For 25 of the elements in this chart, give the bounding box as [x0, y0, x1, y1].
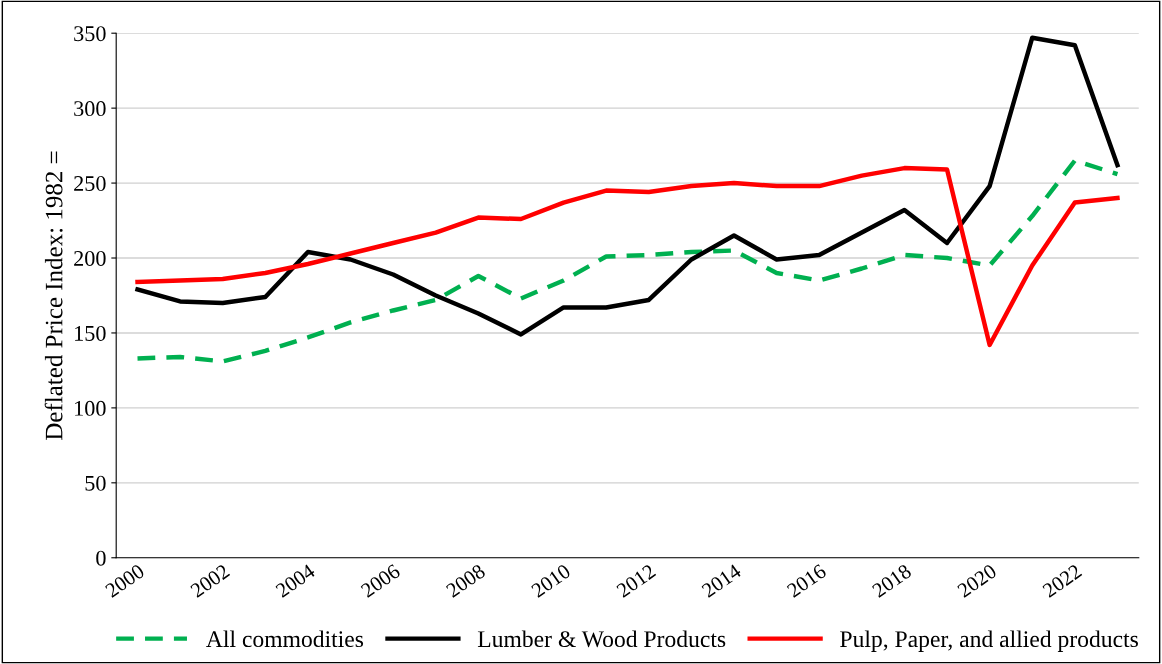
x-tick-label: 2022 — [1041, 563, 1083, 599]
y-tick-label: 150 — [75, 325, 106, 341]
x-tick-label: 2018 — [871, 563, 913, 599]
x-tick-label: 2002 — [189, 563, 231, 599]
x-tick-label: 2012 — [615, 563, 657, 599]
y-tick-label: 100 — [75, 400, 106, 416]
legend-label: Pulp, Paper, and allied products — [840, 630, 1138, 652]
x-tick-label: 2016 — [786, 563, 828, 599]
line-series — [135, 35, 1120, 337]
legend-label: Lumber & Wood Products — [477, 630, 726, 648]
y-tick-label: 250 — [74, 176, 106, 191]
x-tick-label: 2000 — [104, 563, 146, 599]
y-tick-label: 50 — [85, 475, 106, 491]
y-tick-label: 300 — [74, 101, 106, 117]
y-tick-label: 0 — [96, 550, 106, 566]
y-tick-label: 350 — [74, 26, 106, 42]
x-tick-label: 2008 — [445, 563, 487, 599]
x-tick-label: 2020 — [956, 563, 998, 599]
legend-label: All commodities — [206, 630, 364, 648]
x-tick-label: 2004 — [274, 563, 317, 599]
x-tick-label: 2010 — [530, 563, 572, 599]
y-axis-title: Deflated Price Index: 1982 = — [44, 151, 63, 440]
y-tick-label: 200 — [74, 250, 106, 266]
x-tick-label: 2006 — [360, 563, 402, 599]
x-tick-label: 2014 — [700, 563, 743, 599]
